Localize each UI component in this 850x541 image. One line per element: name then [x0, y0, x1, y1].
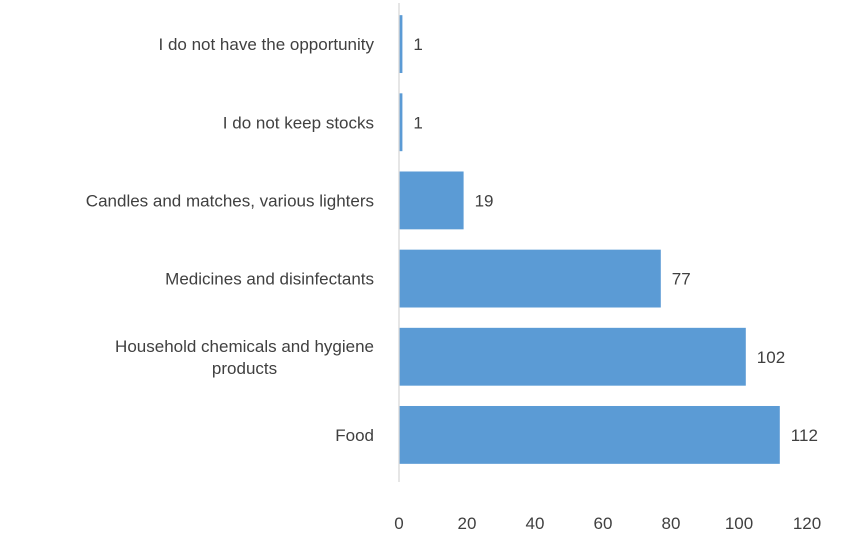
x-tick-label-0: 0 — [394, 514, 403, 533]
category-label-line: Food — [335, 426, 374, 445]
data-label-4: 77 — [672, 270, 691, 289]
axis-layer: 0 20 40 60 80 100 120 — [394, 3, 821, 533]
data-label-1: 1 — [413, 35, 422, 54]
bar-3 — [399, 171, 464, 230]
category-label-6: Food — [335, 426, 374, 445]
category-label-line: Candles and matches, various lighters — [86, 191, 374, 210]
category-label-line: products — [212, 359, 277, 378]
data-label-5: 102 — [757, 348, 785, 367]
category-label-line: Household chemicals and hygiene — [115, 337, 374, 356]
category-label-1: I do not have the opportunity — [159, 35, 375, 54]
category-label-3: Candles and matches, various lighters — [86, 191, 374, 210]
x-tick-label-20: 20 — [458, 514, 477, 533]
x-tick-label-60: 60 — [594, 514, 613, 533]
bar-4 — [399, 249, 661, 308]
category-label-line: Medicines and disinfectants — [165, 270, 374, 289]
x-tick-label-40: 40 — [526, 514, 545, 533]
category-label-line: I do not have the opportunity — [159, 35, 375, 54]
bar-5 — [399, 327, 746, 386]
x-tick-label-120: 120 — [793, 514, 821, 533]
category-label-5: Household chemicals and hygiene products — [115, 337, 374, 378]
bar-1 — [399, 15, 403, 74]
bars-layer — [399, 15, 780, 464]
category-label-line: I do not keep stocks — [223, 113, 374, 132]
x-tick-label-80: 80 — [662, 514, 681, 533]
category-label-2: I do not keep stocks — [223, 113, 374, 132]
x-tick-label-100: 100 — [725, 514, 753, 533]
bar-2 — [399, 93, 403, 152]
bar-6 — [399, 405, 780, 464]
category-label-4: Medicines and disinfectants — [165, 270, 374, 289]
labels-layer: 1 I do not have the opportunity 1 I do not … — [86, 35, 818, 445]
data-label-6: 112 — [791, 426, 818, 445]
data-label-3: 19 — [475, 191, 494, 210]
data-label-2: 1 — [413, 113, 422, 132]
